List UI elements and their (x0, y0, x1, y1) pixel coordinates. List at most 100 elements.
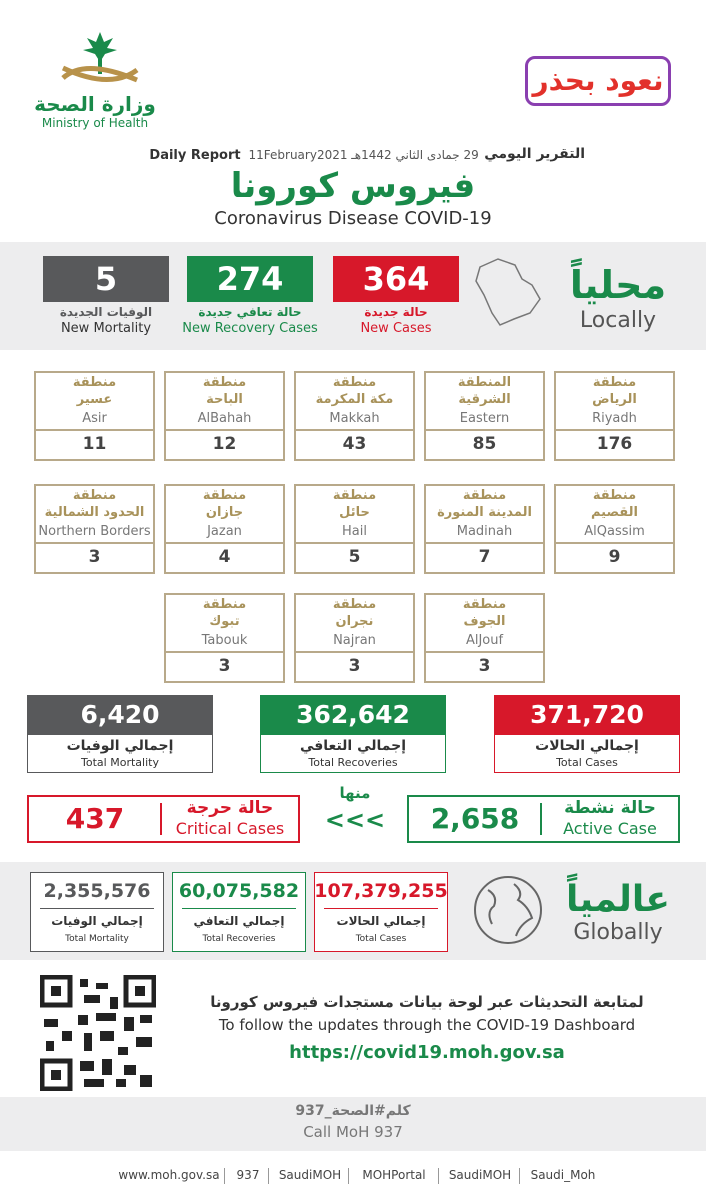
region-prefix: منطقة (332, 597, 377, 612)
title-arabic: فيروس كورونا (230, 166, 476, 206)
local-stat-label-ar: حالة جديدة (364, 305, 428, 319)
total-label-ar: إجمالي التعافي (299, 738, 407, 754)
local-stat-value: 5 (43, 256, 169, 302)
critical-divider (160, 803, 162, 835)
region-prefix: منطقة (462, 597, 507, 612)
region-divider (294, 542, 415, 544)
footer-separator (519, 1168, 520, 1184)
region-name-en: Makkah (329, 411, 380, 426)
region-value: 7 (478, 547, 491, 567)
region-name-en: AlBahah (197, 411, 252, 426)
total-value: 6,420 (27, 695, 213, 735)
region-card (164, 484, 285, 574)
call-arabic: كلم#الصحة_937 (295, 1103, 411, 1119)
region-value: 11 (82, 434, 107, 454)
local-label-english: Locally (579, 308, 657, 333)
region-value: 4 (218, 547, 231, 567)
local-stat-value: 274 (187, 256, 313, 302)
region-value: 3 (218, 656, 231, 676)
total-value: 371,720 (494, 695, 680, 735)
report-english: Daily Report (149, 148, 241, 163)
region-prefix: منطقة (332, 488, 377, 503)
region-card (424, 593, 545, 683)
total-label-ar: إجمالي الحالات (535, 738, 639, 754)
footer-link: Saudi_Moh (530, 1168, 596, 1182)
active-divider (540, 803, 542, 835)
region-card (554, 484, 675, 574)
region-name-en: Najran (333, 633, 376, 648)
footer-link: www.moh.gov.sa (118, 1168, 220, 1182)
active-value: 2,658 (430, 802, 520, 835)
local-stat-label-en: New Recovery Cases (182, 321, 318, 336)
title-english: Coronavirus Disease COVID-19 (214, 208, 492, 229)
region-value: 12 (212, 434, 237, 454)
region-name-ar: القصيم (590, 505, 638, 520)
global-label-en: Total Recoveries (202, 934, 276, 944)
global-label-en: Total Cases (355, 934, 407, 944)
region-prefix: منطقة (202, 488, 247, 503)
campaign-badge: نعود بحذر (525, 56, 671, 106)
region-name-ar: حائل (339, 505, 370, 520)
global-divider (40, 908, 154, 909)
footer-link: MOHPortal (362, 1168, 426, 1182)
region-name-en: AlJouf (465, 633, 504, 648)
region-card (164, 593, 285, 683)
footer-separator (224, 1168, 225, 1184)
dashboard-url: https://covid19.moh.gov.sa (289, 1042, 565, 1063)
global-card (172, 872, 306, 952)
region-name-ar: الباحة (206, 392, 243, 407)
footer-link: 937 (236, 1168, 260, 1182)
region-card (294, 484, 415, 574)
globe (474, 876, 542, 944)
critical-value: 437 (65, 802, 125, 835)
region-card (164, 371, 285, 461)
report-arabic: التقرير اليومي (484, 146, 585, 162)
footer-link: SaudiMOH (278, 1168, 342, 1182)
region-name-en: Eastern (459, 411, 510, 426)
critical-card (27, 795, 300, 843)
region-card (424, 484, 545, 574)
logo-emblem (61, 32, 139, 83)
region-name-ar: نجران (335, 614, 374, 629)
region-divider (424, 651, 545, 653)
region-divider (294, 429, 415, 431)
call-english: Call MoH 937 (303, 1123, 403, 1141)
global-value: 107,379,255 (314, 880, 448, 902)
local-label-arabic: محلياً (569, 263, 667, 307)
region-card (34, 371, 155, 461)
region-divider (164, 542, 285, 544)
global-card (314, 872, 448, 952)
region-divider (424, 542, 545, 544)
report-gregorian: 11February2021 (248, 148, 348, 162)
region-value: 43 (342, 434, 367, 454)
total-value: 362,642 (260, 695, 446, 735)
local-stat-label-en: New Cases (360, 321, 432, 336)
total-label-en: Total Cases (556, 756, 618, 769)
region-name-en: Northern Borders (38, 524, 151, 539)
global-label-en: Total Mortality (65, 934, 129, 944)
region-name-ar: المدينة المنورة (437, 505, 532, 520)
local-stat-label-ar: حالة تعافي جديدة (198, 305, 302, 319)
footer-separator (348, 1168, 349, 1184)
global-label-ar: إجمالي الوفيات (51, 914, 143, 928)
global-label-arabic: عالمياً (566, 879, 670, 920)
logo-arabic: وزارة الصحة (34, 92, 156, 116)
region-name-ar: الرياض (592, 392, 637, 407)
region-name-en: Tabouk (201, 633, 248, 648)
report-hijri: 29 جمادى الثاني 1442هـ (351, 148, 479, 162)
region-prefix: المنطقة (457, 375, 512, 390)
region-divider (554, 542, 675, 544)
footer-link: SaudiMOH (448, 1168, 512, 1182)
call-band (0, 1097, 706, 1151)
region-prefix: منطقة (72, 488, 117, 503)
active-label-en: Active Case (563, 819, 657, 838)
active-card (407, 795, 680, 843)
region-name-ar: تبوك (209, 614, 240, 629)
critical-label-ar: حالة حرجة (186, 798, 274, 818)
local-stat-value: 364 (333, 256, 459, 302)
region-name-en: Madinah (456, 524, 513, 539)
region-divider (164, 429, 285, 431)
region-name-en: Hail (342, 524, 367, 539)
region-card (294, 371, 415, 461)
total-label-en: Total Recoveries (308, 756, 398, 769)
